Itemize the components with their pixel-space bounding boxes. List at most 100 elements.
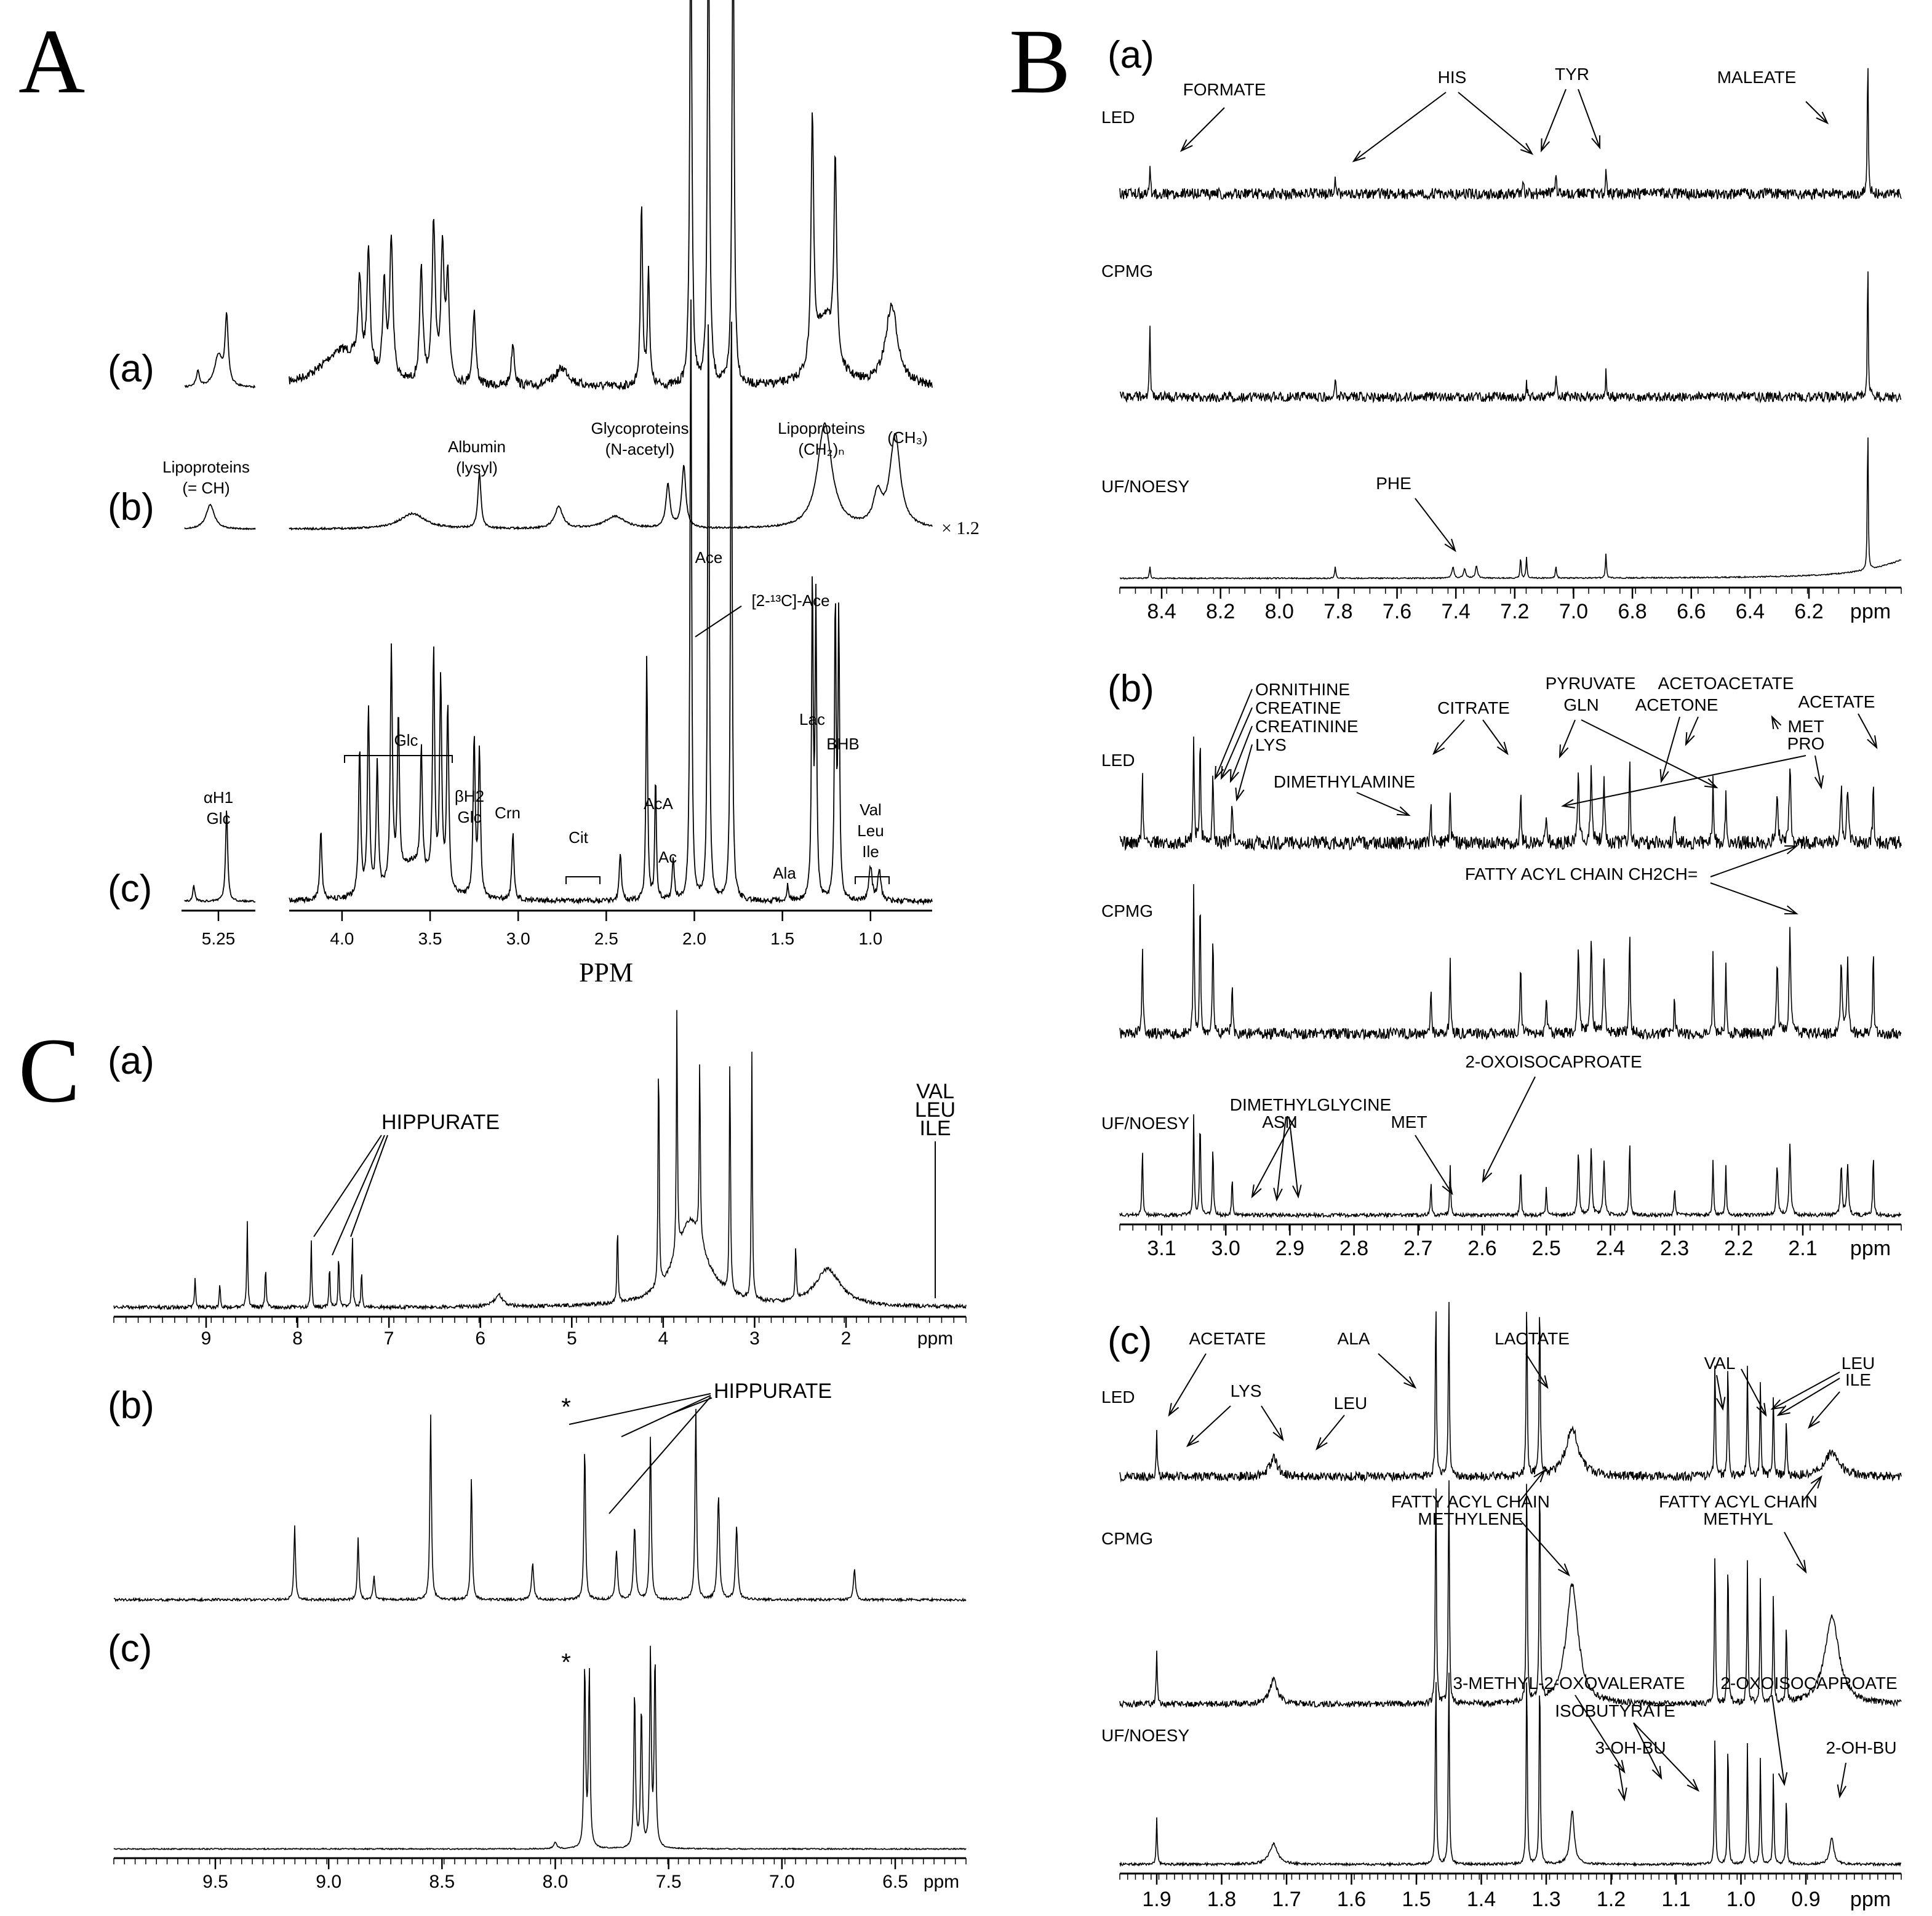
panel-b-series-labels: LED CPMG UF/NOESY LED CPMG UF/NOESY LED CPMG UF/… — [1101, 108, 1189, 1745]
b-c-led — [1119, 1301, 1902, 1483]
annotation-arrow — [1215, 689, 1253, 779]
annotation-leader — [332, 1135, 385, 1256]
tick-label: 2.1 — [1788, 1237, 1817, 1260]
annotation-label: 3-OH-BU — [1595, 1738, 1666, 1757]
annotation-label: (CH₂)ₙ — [798, 440, 844, 458]
annotation-label: CREATINE — [1255, 698, 1341, 717]
annotation-label: Glc — [207, 809, 231, 828]
series-label: UF/NOESY — [1101, 477, 1189, 496]
tick-label: 1.5 — [1402, 1888, 1431, 1911]
tick-label: 8.5 — [429, 1872, 455, 1892]
annotation-label: ISOBUTYRATE — [1555, 1701, 1675, 1720]
annotation-arrow — [1581, 719, 1717, 788]
panel-a-ticks: 5.25 4.0 3.5 3.0 2.5 2.0 1.5 1.0 — [202, 911, 882, 948]
annotation-label: VAL — [916, 1080, 954, 1103]
annotation-arrow — [1716, 1375, 1723, 1410]
annotation-label: ACETOACETATE — [1658, 674, 1794, 693]
tick-label: 1.7 — [1272, 1888, 1301, 1911]
annotation-label: LEU — [1334, 1394, 1367, 1413]
annotation-label: PYRUVATE — [1546, 674, 1636, 693]
annotation-label: 2-OXOISOCAPROATE — [1465, 1052, 1642, 1071]
cit-bracket — [565, 876, 601, 884]
annotation-label: DIMETHYLGLYCINE — [1230, 1095, 1391, 1114]
annotation-arrowhead — [1814, 775, 1824, 789]
annotation-arrowhead — [1685, 732, 1695, 746]
axis-unit: ppm — [1850, 600, 1891, 623]
tick-label: 5.25 — [202, 929, 236, 948]
annotation-arrowhead — [1496, 741, 1509, 756]
b-a-uf — [1119, 437, 1902, 580]
annotation-arrowhead — [1180, 139, 1193, 153]
annotation-arrow — [1378, 1353, 1416, 1388]
annotation-arrow — [1685, 716, 1699, 745]
tick-label: 6.2 — [1794, 600, 1823, 623]
annotation-arrow — [1230, 725, 1253, 782]
annotation-label: βH2 — [455, 787, 484, 805]
annotation-arrowhead — [1867, 735, 1878, 749]
annotation-arrowhead — [1442, 1181, 1453, 1196]
annotation-arrowhead — [1235, 787, 1245, 802]
panel-letter-a: A — [18, 10, 85, 113]
annotation-label: METHYL — [1703, 1509, 1773, 1528]
annotation-label: Glc — [394, 731, 418, 749]
annotation-arrow — [1814, 755, 1822, 788]
c-c-spectrum — [113, 1645, 967, 1851]
tick-label: 1.9 — [1142, 1888, 1171, 1911]
annotation-arrow — [1187, 1405, 1231, 1447]
annotation-label: FATTY ACYL CHAIN CH2CH= — [1465, 864, 1698, 884]
series-label: LED — [1101, 1387, 1135, 1407]
annotation-arrow — [1839, 1762, 1846, 1797]
tick-label: 7.2 — [1500, 600, 1529, 623]
annotation-arrowhead — [1482, 1169, 1493, 1183]
annotation-arrowhead — [1352, 150, 1366, 162]
ace-leader — [695, 605, 742, 637]
annotation-label: LEU — [1842, 1354, 1875, 1373]
annotation-label: PRO — [1787, 734, 1825, 753]
annotation-label: [2-¹³C]-Ace — [751, 591, 829, 610]
tick-label: 2.6 — [1467, 1237, 1496, 1260]
annotation-label: ASN — [1262, 1112, 1298, 1132]
annotation-label: ACETATE — [1189, 1329, 1266, 1348]
panel-a: (a) (b) (c) × 1.2 Lipoproteins (= CH) Albu… — [108, 0, 980, 988]
annotation-arrowhead — [1186, 1434, 1199, 1447]
annotation-arrow — [1771, 1694, 1785, 1785]
annotation-arrow — [1559, 719, 1576, 757]
annotation-label: METHYLENE — [1418, 1509, 1523, 1528]
axis-unit: ppm — [1850, 1888, 1891, 1911]
b-a-led — [1119, 68, 1902, 201]
b-sub-label-b: (b) — [1108, 668, 1154, 710]
row-label-a: (a) — [108, 348, 154, 390]
annotation-label: FATTY ACYL CHAIN — [1659, 1492, 1818, 1511]
annotation-label: LACTATE — [1495, 1329, 1570, 1348]
annotation-label: DIMETHYLAMINE — [1274, 772, 1415, 791]
annotation-arrow — [1858, 713, 1877, 748]
tick-label: 1.8 — [1207, 1888, 1236, 1911]
annotation-arrowhead — [1756, 1403, 1767, 1417]
annotation-label: ACETATE — [1798, 692, 1875, 711]
annotation-arrowhead — [1559, 744, 1569, 759]
tick-label: 1.0 — [1726, 1888, 1755, 1911]
axis-unit: ppm — [924, 1872, 959, 1892]
tick-label: 2.9 — [1275, 1237, 1304, 1260]
annotation-label: GLN — [1563, 695, 1599, 714]
annotation-label: (= CH) — [182, 479, 230, 497]
annotation-label: BHB — [826, 735, 859, 753]
annotation-arrow — [1316, 1415, 1345, 1450]
annotation-arrowhead — [1229, 768, 1239, 783]
annotation-arrowhead — [1837, 1784, 1846, 1798]
annotation-arrowhead — [1444, 538, 1456, 553]
annotation-arrowhead — [1716, 1397, 1726, 1411]
annotation-arrowhead — [1591, 135, 1601, 150]
annotation-label: Lipoproteins — [162, 458, 250, 476]
annotation-arrowhead — [1168, 1403, 1180, 1417]
annotation-arrowhead — [1214, 765, 1224, 780]
tick-label: 1.0 — [858, 929, 882, 948]
annotation-label: HIS — [1438, 68, 1467, 87]
tick-label: 9.5 — [202, 1872, 228, 1892]
b-b-cpmg — [1119, 884, 1902, 1041]
tick-label: 6.6 — [1677, 600, 1706, 623]
b-b-uf — [1119, 1114, 1902, 1219]
annotation-label: 3-METHYL-2-OXOVALERATE — [1453, 1674, 1685, 1693]
